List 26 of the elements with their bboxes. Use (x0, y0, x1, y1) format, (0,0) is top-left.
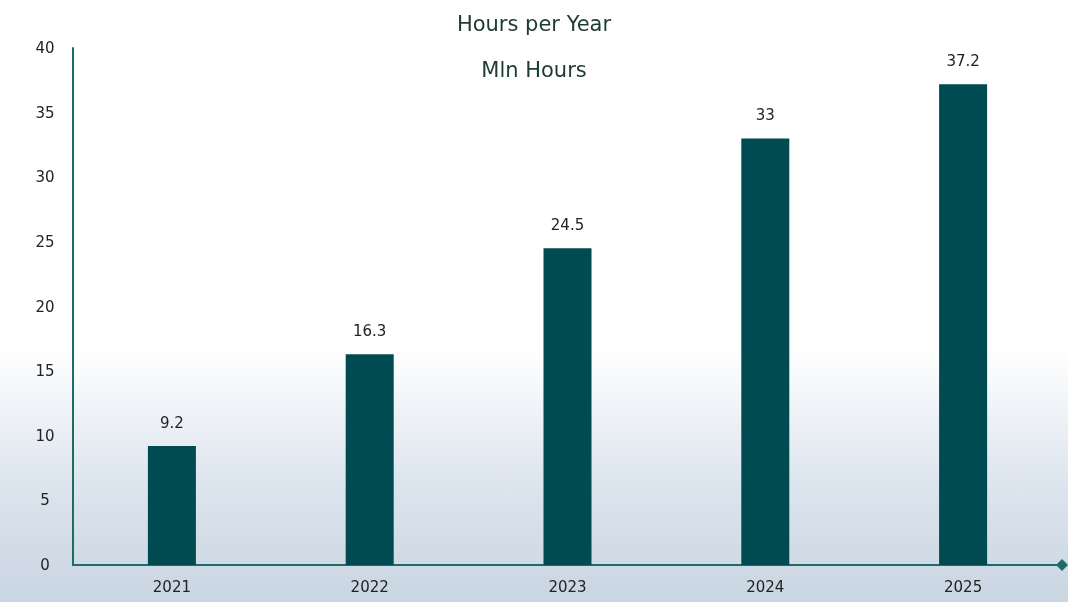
chart-title: Hours per Year (456, 11, 612, 36)
x-tick-label: 2022 (350, 577, 389, 596)
x-tick-label: 2025 (944, 577, 983, 596)
x-tick-label: 2023 (548, 577, 587, 596)
y-tick-label: 15 (35, 362, 55, 381)
bar (345, 354, 394, 565)
y-tick-label: 30 (35, 168, 55, 187)
data-label: 9.2 (159, 413, 184, 432)
bar (543, 248, 592, 565)
bar (741, 138, 790, 565)
bar (939, 84, 988, 565)
y-tick-label: 0 (40, 556, 50, 574)
data-label: 37.2 (946, 51, 980, 70)
y-tick-label: 10 (35, 426, 55, 445)
data-label: 16.3 (353, 321, 387, 340)
bar (147, 446, 196, 565)
y-tick-label: 20 (35, 297, 55, 316)
x-tick-label: 2021 (152, 577, 191, 596)
y-tick-label: 5 (40, 491, 50, 510)
data-label: 24.5 (550, 215, 585, 234)
x-tick-label: 2024 (746, 577, 785, 596)
text: Mln Hours (481, 57, 587, 82)
data-label: 33 (755, 105, 775, 124)
y-tick-label: 35 (35, 103, 55, 122)
y-tick-label: 25 (35, 232, 55, 251)
y-tick-label: 40 (35, 39, 55, 57)
